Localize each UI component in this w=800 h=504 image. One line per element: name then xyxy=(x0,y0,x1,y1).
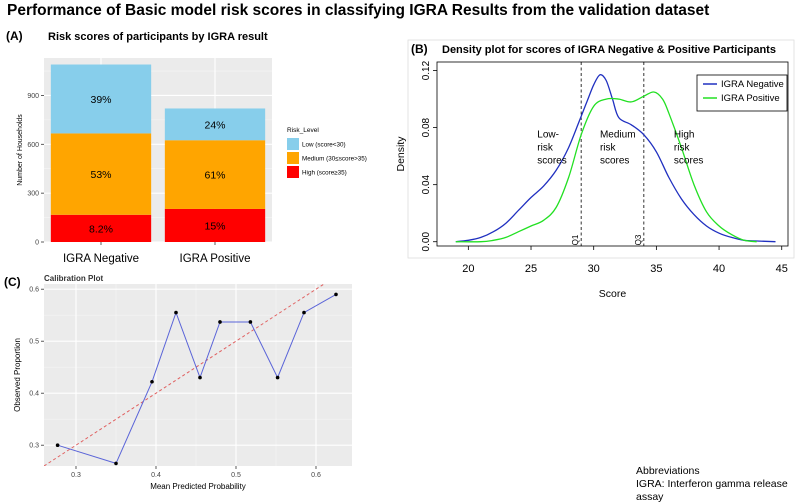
annotation-2-line-1: Medium xyxy=(600,130,636,141)
annotation-3-line-1: High xyxy=(674,130,695,141)
panel-a-ytick-label: 300 xyxy=(27,191,39,198)
bar-medium-1 xyxy=(50,133,152,215)
calibration-point-4 xyxy=(174,310,178,315)
panel-b-label: (B) xyxy=(411,42,428,56)
panel-a-ytick-label: 600 xyxy=(27,142,39,149)
bar-label-low-2: 24% xyxy=(204,119,225,131)
abbreviations-text: IGRA: Interferon gamma release assay xyxy=(636,478,788,503)
panel-c-xtick-label: 0.6 xyxy=(311,472,321,479)
calibration-point-9 xyxy=(302,310,306,315)
panel-a-xtick-label: IGRA Positive xyxy=(180,253,251,265)
annotation-1-line-3: scores xyxy=(537,156,566,167)
panel-b-ytick-label: 0.12 xyxy=(421,60,432,80)
panel-b-xtick-label: 30 xyxy=(588,263,600,275)
vline-label-1: Q1 xyxy=(571,234,580,245)
panel-b-ylabel: Density xyxy=(395,136,407,172)
annotation-2-line-3: scores xyxy=(600,156,629,167)
panel-c-plot-bg xyxy=(44,284,352,466)
calibration-point-3 xyxy=(150,379,154,384)
annotation-1-line-1: Low- xyxy=(537,130,559,141)
bar-low-1 xyxy=(50,64,152,134)
calibration-point-2 xyxy=(114,461,118,466)
panel-b-frame xyxy=(407,39,795,259)
calibration-reference-line xyxy=(44,284,325,466)
panel-b-legend-box xyxy=(696,74,788,112)
calibration-line xyxy=(57,293,337,465)
panel-c-xtick-label: 0.3 xyxy=(71,472,81,479)
figure-title: Performance of Basic model risk scores i… xyxy=(7,2,710,19)
vline-label-2: Q3 xyxy=(634,234,643,245)
panel-b-xtick-label: 40 xyxy=(713,263,725,275)
panel-a-title: Risk scores of participants by IGRA resu… xyxy=(48,31,268,43)
panel-a: (A) Risk scores of participants by IGRA r… xyxy=(6,29,367,265)
bar-high-2 xyxy=(164,208,266,242)
panel-c-ytick-label: 0.3 xyxy=(29,443,39,450)
annotation-1-line-2: risk xyxy=(537,143,554,154)
panel-b: (B) Density plot for scores of IGRA Negat… xyxy=(395,39,795,300)
bar-label-high-2: 15% xyxy=(204,220,225,232)
panel-c-title: Calibration Plot xyxy=(44,274,103,283)
density-line-positive xyxy=(455,91,757,243)
panel-a-label: (A) xyxy=(6,29,23,43)
legend-label-high: High (score≥35) xyxy=(302,170,347,177)
panel-a-xtick-label: IGRA Negative xyxy=(63,253,139,265)
annotation-3-line-3: scores xyxy=(674,156,703,167)
calibration-point-1 xyxy=(55,443,60,448)
bar-label-high-1: 8.2% xyxy=(89,223,113,235)
panel-c-ytick-label: 0.5 xyxy=(29,339,39,346)
panel-a-ylabel: Number of Households xyxy=(17,114,24,186)
panel-a-legend-title: Risk_Level xyxy=(287,127,319,134)
panel-b-xlabel: Score xyxy=(599,288,627,300)
panel-c: (C) Calibration Plot 0.3 0.4 0.5 0.6 0.3 0.4 0.5… xyxy=(4,274,352,491)
legend-swatch-high xyxy=(287,166,299,178)
bar-low-2 xyxy=(164,108,266,141)
annotation-3-line-2: risk xyxy=(674,143,691,154)
legend-label-negative: IGRA Negative xyxy=(721,79,784,90)
panel-b-xtick-label: 45 xyxy=(776,263,788,275)
legend-label-medium: Medium (30≤score>35) xyxy=(302,156,367,163)
panel-a-ytick-label: 900 xyxy=(27,93,39,100)
panel-b-xtick-label: 25 xyxy=(525,263,537,275)
panel-c-xlabel: Mean Predicted Probability xyxy=(150,482,246,491)
calibration-point-10 xyxy=(334,292,338,297)
bar-label-medium-2: 61% xyxy=(204,170,225,182)
legend-label-positive: IGRA Positive xyxy=(721,93,780,104)
panel-c-ylabel: Observed Proportion xyxy=(13,338,22,412)
abbreviations-note: Abbreviations IGRA: Interferon gamma rel… xyxy=(636,465,800,504)
panel-c-ytick-label: 0.4 xyxy=(29,391,39,398)
panel-b-xtick-label: 35 xyxy=(650,263,662,275)
panel-b-ytick-label: 0.08 xyxy=(421,117,432,137)
calibration-point-7 xyxy=(248,320,253,324)
bar-high-1 xyxy=(50,214,152,242)
panel-c-xtick-label: 0.4 xyxy=(151,472,161,479)
density-line-negative xyxy=(455,74,776,243)
panel-b-plot-box xyxy=(436,61,789,247)
panel-b-xtick-label: 20 xyxy=(462,263,474,275)
panel-b-ytick-label: 0.04 xyxy=(421,174,432,194)
legend-swatch-low xyxy=(287,138,299,150)
legend-swatch-medium xyxy=(287,152,299,164)
calibration-point-6 xyxy=(218,320,222,324)
bar-label-medium-1: 53% xyxy=(90,169,111,181)
legend-label-low: Low (score<30) xyxy=(302,142,346,149)
bar-medium-2 xyxy=(164,140,266,209)
bar-label-low-1: 39% xyxy=(90,94,111,106)
panel-c-ytick-label: 0.6 xyxy=(29,287,39,294)
panel-c-xtick-label: 0.5 xyxy=(231,472,241,479)
panel-b-ytick-label: 0.00 xyxy=(421,232,432,252)
panel-a-ytick-label: 0 xyxy=(35,240,39,247)
annotation-2-line-2: risk xyxy=(600,143,617,154)
abbreviations-heading: Abbreviations xyxy=(636,465,700,477)
calibration-point-5 xyxy=(198,375,202,380)
calibration-point-8 xyxy=(275,375,280,380)
panel-c-label: (C) xyxy=(4,275,21,289)
panel-b-title: Density plot for scores of IGRA Negative… xyxy=(442,44,776,56)
